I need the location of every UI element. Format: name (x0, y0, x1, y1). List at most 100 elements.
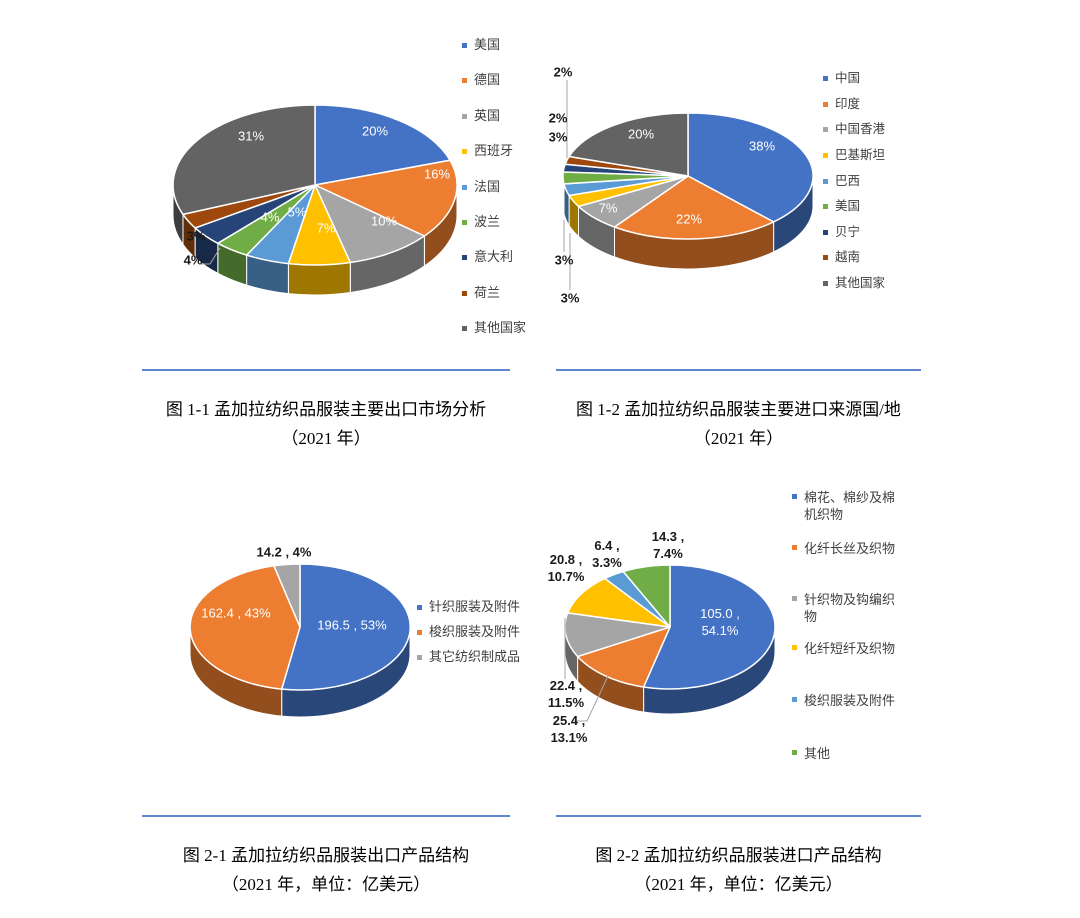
legend-item-中国: 中国 (823, 71, 918, 85)
label-leader-line (573, 675, 609, 722)
legend-label: 针织服装及附件 (429, 599, 521, 614)
figure-caption-2-1: 图 2-1 孟加拉纺织品服装出口产品结构 （2021 年，单位：亿美元） (142, 815, 510, 899)
legend-item-化纤长丝及织物: 化纤长丝及织物 (792, 540, 920, 557)
pie-slice-化纤长丝及织物 (576, 626, 671, 688)
figure-caption-1-2: 图 1-2 孟加拉纺织品服装主要进口来源国/地 （2021 年） (556, 369, 921, 453)
legend-item-波兰: 波兰 (462, 213, 562, 229)
legend-item-针织服装及附件: 针织服装及附件 (417, 600, 537, 614)
legend-swatch (823, 152, 828, 158)
caption-title: 图 1-1 孟加拉纺织品服装主要出口市场分析 (165, 400, 487, 419)
legend-label: 梭织服装及附件 (429, 624, 521, 639)
pie-slice-其他国家 (568, 112, 689, 177)
legend-swatch (417, 655, 422, 660)
legend-swatch (823, 101, 828, 107)
legend-item-贝宁: 贝宁 (823, 225, 918, 239)
pie-slice-其他国家 (172, 104, 316, 216)
legend-item-其他: 其他 (792, 745, 920, 762)
legend-label: 巴西 (835, 173, 861, 188)
slice-label-其他: 14.3 , 7.4% (652, 529, 685, 561)
legend-label: 化纤长丝及织物 (804, 541, 896, 556)
legend-item-美国: 美国 (462, 38, 562, 52)
legend-label: 印度 (835, 96, 861, 111)
slice-label-巴基斯坦: 3% (561, 291, 580, 306)
slice-label-印度: 22% (676, 212, 702, 227)
legend-label: 越南 (835, 250, 861, 265)
slice-label-德国: 16% (424, 167, 450, 182)
legend-item-意大利: 意大利 (462, 250, 562, 264)
legend-item-印度: 印度 (823, 97, 918, 111)
slice-label-化纤短纤及织物: 20.8 , 10.7% (548, 552, 585, 584)
slice-label-针织物及钩编织物: 22.4 , 11.5% (548, 678, 585, 710)
pie-slice-美国 (314, 104, 451, 186)
slice-label-越南: 2% (554, 65, 573, 80)
legend-swatch (792, 596, 797, 601)
legend-label: 美国 (835, 199, 861, 214)
legend-label: 其它纺织制成品 (429, 649, 521, 664)
slice-label-波兰: 4% (261, 210, 280, 225)
legend-swatch (823, 229, 828, 235)
slice-label-西班牙: 7% (317, 221, 336, 236)
pie-chart-export-products: 196.5 , 53% 162.4 , 43% 14.2 , 4% (189, 545, 411, 718)
pie-slice-棉花、棉纱及棉机织物 (642, 564, 776, 690)
legend-item-梭织服装及附件: 梭织服装及附件 (417, 625, 537, 639)
legend-swatch (462, 113, 467, 119)
legend-label: 波兰 (474, 213, 501, 229)
legend-label: 梭织服装及附件 (804, 693, 896, 708)
slice-label-荷兰: 3% (187, 229, 206, 244)
caption-subtitle: （2021 年，单位：亿美元） (221, 875, 431, 894)
pie-slice-中国 (687, 112, 814, 223)
legend-label: 针织物及钩编织物 (804, 592, 896, 624)
legend-item-其他国家: 其他国家 (823, 276, 918, 290)
legend-item-化纤短纤及织物: 化纤短纤及织物 (792, 640, 920, 657)
slice-label-其它纺织制成品: 14.2 , 4% (257, 545, 312, 560)
legend-item-越南: 越南 (823, 250, 918, 264)
legend-swatch (823, 204, 828, 210)
legend-label: 棉花、棉纱及棉机织物 (804, 490, 896, 522)
legend-swatch (417, 605, 422, 610)
legend-swatch (462, 326, 467, 331)
legend-swatch (823, 281, 828, 286)
legend-swatch (462, 149, 467, 155)
legend-label: 英国 (474, 107, 501, 123)
legend-label: 其他国家 (835, 276, 886, 290)
legend-label: 贝宁 (835, 224, 861, 239)
pie-chart-import-sources: 38% 22% 7% 3% 3% 3% 2% 2% 20% (549, 65, 814, 306)
legend-item-其它纺织制成品: 其它纺织制成品 (417, 650, 537, 664)
legend-swatch (462, 43, 467, 48)
legend-import-products: 棉花、棉纱及棉机织物化纤长丝及织物针织物及钩编织物化纤短纤及织物梭织服装及附件其… (792, 489, 920, 779)
caption-title: 图 2-1 孟加拉纺织品服装出口产品结构 (182, 846, 470, 865)
legend-item-西班牙: 西班牙 (462, 144, 562, 158)
caption-subtitle: （2021 年） (693, 429, 784, 448)
pie-chart-import-products: 105.0 , 54.1% 25.4 , 13.1%22.4 , 11.5% 20.8 ,… (548, 529, 776, 745)
legend-item-英国: 英国 (462, 107, 562, 123)
legend-swatch (462, 290, 467, 296)
legend-swatch (462, 78, 467, 84)
legend-label: 西班牙 (474, 143, 514, 159)
slice-label-棉花、棉纱及棉机织物: 105.0 , 54.1% (700, 606, 740, 638)
slice-label-其他国家: 20% (628, 127, 654, 142)
slice-label-中国香港: 7% (599, 201, 618, 216)
slice-label-贝宁: 2% (549, 111, 568, 126)
legend-item-德国: 德国 (462, 73, 562, 87)
legend-item-巴基斯坦: 巴基斯坦 (823, 148, 918, 162)
legend-item-法国: 法国 (462, 179, 562, 194)
legend-swatch (462, 184, 467, 190)
slice-label-梭织服装及附件: 162.4 , 43% (201, 606, 271, 621)
legend-item-棉花、棉纱及棉机织物: 棉花、棉纱及棉机织物 (792, 489, 920, 523)
legend-export-products: 针织服装及附件 梭织服装及附件 其它纺织制成品 (417, 600, 537, 675)
legend-import-sources: 中国 印度 中国香港 巴基斯坦 巴西 美国 贝宁 越南 其他国家 (823, 71, 918, 290)
legend-label: 其他国家 (474, 320, 527, 335)
pie-slice-梭织服装及附件 (189, 565, 301, 690)
legend-swatch (823, 127, 828, 133)
legend-swatch (792, 750, 797, 755)
legend-export-markets: 美国 德国 英国 西班牙 法国 波兰 意大利 荷兰 其他国家 (462, 38, 562, 335)
figure-caption-2-2: 图 2-2 孟加拉纺织品服装进口产品结构 （2021 年，单位：亿美元） (556, 815, 921, 899)
legend-swatch (823, 178, 828, 184)
legend-swatch (462, 255, 467, 261)
legend-item-巴西: 巴西 (823, 174, 918, 188)
legend-swatch (823, 76, 828, 81)
legend-label: 其他 (804, 746, 831, 761)
legend-label: 意大利 (474, 249, 514, 265)
pie-slice-其他 (622, 564, 671, 628)
legend-item-美国: 美国 (823, 199, 918, 213)
